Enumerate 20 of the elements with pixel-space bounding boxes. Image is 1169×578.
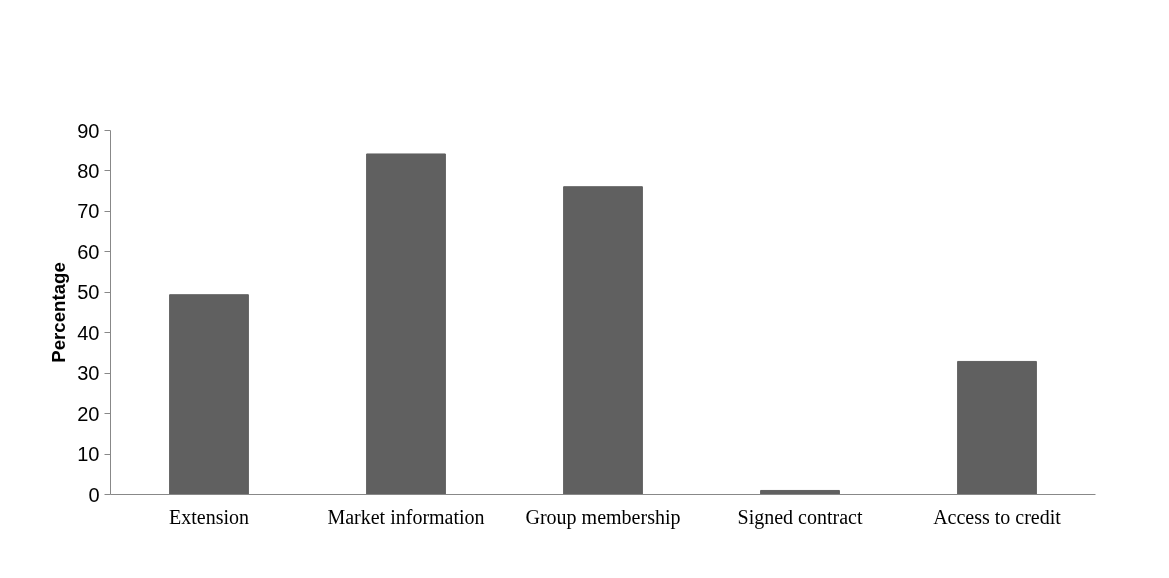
x-tick-label: Signed contract [737,505,863,529]
bar [366,153,446,495]
bar [169,294,249,495]
x-tick-label: Extension [169,505,249,528]
y-tick-label: 0 [88,483,100,506]
y-tick-label: 10 [77,443,100,466]
x-tick-label: Market information [327,505,485,528]
y-tick-label: 40 [77,321,100,344]
x-tick-label: Group membership [525,505,681,529]
y-tick-label: 70 [77,200,100,223]
y-tick-label: 80 [77,159,100,182]
y-tick-label: 50 [77,281,100,304]
y-tick-label: 20 [77,402,100,425]
y-tick-label: 30 [77,362,100,385]
y-axis-title: Percentage [48,262,70,363]
y-tick-label: 60 [77,240,100,263]
x-tick-label: Access to credit [933,505,1062,528]
bar [563,186,643,495]
bar [957,360,1037,495]
y-tick-label: 90 [77,119,100,142]
